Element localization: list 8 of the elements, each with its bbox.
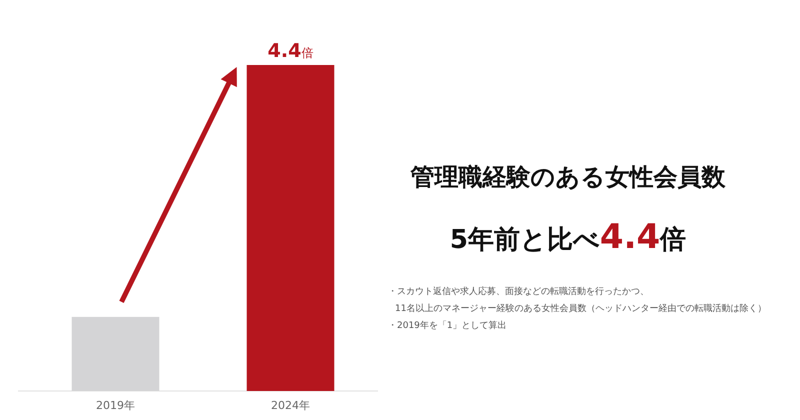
text: ・スカウト返信や求人応募、面接などの転職活動を行ったかつ、	[388, 286, 649, 297]
text: 5年前と比べ4.4倍	[450, 217, 686, 257]
x-tick-label: 2019年	[96, 399, 135, 412]
text: 11名以上のマネージャー経験のある女性会員数（ヘッドハンター経由での転職活動は除く）	[395, 303, 766, 314]
x-tick-label: 2024年	[271, 399, 310, 412]
data-label: 4.4倍	[268, 40, 314, 62]
text: 管理職経験のある女性会員数	[410, 163, 726, 191]
text: ・2019年を「1」として算出	[388, 320, 507, 331]
